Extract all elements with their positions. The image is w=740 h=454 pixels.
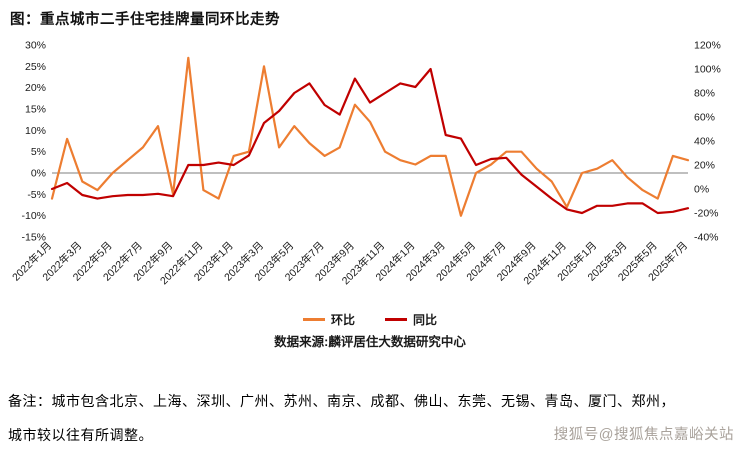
legend-item-yoy: 同比 — [385, 311, 437, 328]
footnote-line2: 城市较以往有所调整。 — [8, 427, 153, 443]
mom-line-swatch — [302, 318, 325, 321]
svg-text:0%: 0% — [31, 168, 46, 180]
svg-text:60%: 60% — [694, 112, 715, 124]
svg-text:20%: 20% — [694, 160, 715, 172]
svg-text:10%: 10% — [25, 125, 46, 137]
svg-text:5%: 5% — [31, 146, 46, 158]
svg-text:-5%: -5% — [27, 189, 46, 201]
line-chart: 30% 25% 20% 15% 10% 5% 0% -5% -10% -15% 120% 100% 80… — [9, 40, 721, 288]
svg-text:-40%: -40% — [694, 232, 719, 244]
svg-text:30%: 30% — [25, 40, 46, 52]
legend-item-mom: 环比 — [302, 311, 355, 328]
svg-text:120%: 120% — [694, 40, 721, 52]
svg-text:-20%: -20% — [694, 208, 719, 220]
yoy-line-swatch — [385, 318, 407, 321]
footnote-line1: 备注：城市包含北京、上海、深圳、广州、苏州、南京、成都、佛山、东莞、无锡、青岛、… — [8, 393, 675, 409]
footnote: 备注：城市包含北京、上海、深圳、广州、苏州、南京、成都、佛山、东莞、无锡、青岛、… — [8, 384, 732, 452]
watermark: 搜狐号@搜狐焦点嘉峪关站 — [553, 427, 734, 443]
legend-label-yoy: 同比 — [413, 313, 438, 327]
svg-text:0%: 0% — [694, 184, 709, 196]
svg-text:100%: 100% — [694, 64, 721, 76]
chart-legend: 环比 同比 — [0, 311, 740, 328]
legend-label-mom: 环比 — [330, 313, 355, 327]
svg-text:40%: 40% — [694, 136, 715, 148]
chart-title: 图：重点城市二手住宅挂牌量同环比走势 — [10, 12, 280, 28]
svg-text:20%: 20% — [25, 82, 46, 94]
svg-text:15%: 15% — [25, 104, 46, 116]
svg-text:25%: 25% — [25, 61, 46, 73]
svg-text:80%: 80% — [694, 88, 715, 100]
data-source: 数据来源:麟评居住大数据研究中心 — [274, 335, 466, 349]
svg-text:-15%: -15% — [21, 232, 46, 244]
svg-text:-10%: -10% — [21, 210, 46, 222]
